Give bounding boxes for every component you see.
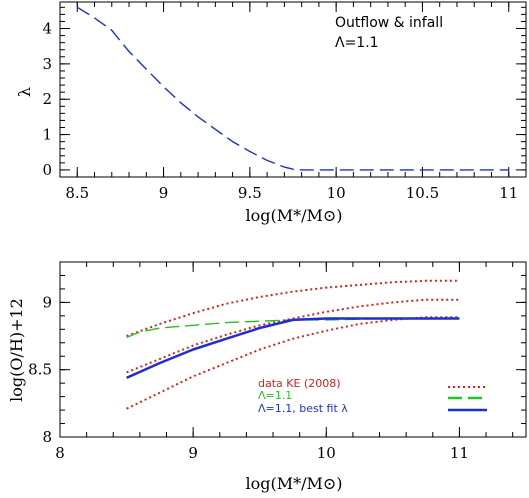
top-ytick-label: 2 xyxy=(42,90,52,108)
top-ticks: 8.5 9 9.5 10 10.5 11 0 1 2 3 4 xyxy=(42,2,527,202)
bottom-ticks: 8 9 10 11 8 8.5 9 xyxy=(28,261,526,462)
bottom-series-line-0 xyxy=(126,279,460,337)
legend-label-bestfit: Λ=1.1, best fit λ xyxy=(258,402,348,415)
top-y-axis-label: λ xyxy=(15,87,34,97)
bottom-series-line-3 xyxy=(126,317,460,339)
top-ytick-label: 1 xyxy=(42,126,52,144)
bottom-x-axis-label: log(M*/M⊙) xyxy=(245,474,342,493)
annotation-line-2: Λ=1.1 xyxy=(335,35,379,51)
top-series xyxy=(76,6,509,171)
bottom-xtick-label: 9 xyxy=(188,444,198,462)
top-xtick-label: 8.5 xyxy=(65,184,89,202)
top-xtick-label: 11 xyxy=(499,184,518,202)
top-xtick-label: 9 xyxy=(159,184,169,202)
top-xtick-label: 10.5 xyxy=(406,184,439,202)
legend-label-lambda: Λ=1.1 xyxy=(258,389,292,402)
bottom-series-line-4 xyxy=(126,317,460,379)
bottom-series-line-2 xyxy=(126,316,460,410)
bottom-plot-frame xyxy=(59,261,527,438)
top-xtick-label: 9.5 xyxy=(238,184,262,202)
metallicity-panel: 8 9 10 11 8 8.5 9 data KE (2008) Λ=1.1 Λ=1.1, … xyxy=(7,261,527,493)
annotation-line-1: Outflow & infall xyxy=(335,15,443,31)
top-ytick-label: 0 xyxy=(42,161,52,179)
bottom-y-axis-label: log(O/H)+12 xyxy=(7,298,26,402)
lambda-panel: 8.5 9 9.5 10 10.5 11 0 1 2 3 4 Outflow & infall Λ=… xyxy=(15,1,527,225)
bottom-ytick-label: 8.5 xyxy=(28,361,52,379)
bottom-ytick-label: 8 xyxy=(42,428,52,446)
top-series-line-0 xyxy=(76,6,509,171)
bottom-xtick-label: 8 xyxy=(55,444,65,462)
top-ytick-label: 4 xyxy=(42,20,52,38)
bottom-ytick-label: 9 xyxy=(42,293,52,311)
top-x-axis-label: log(M*/M⊙) xyxy=(245,206,342,225)
top-xtick-label: 10 xyxy=(327,184,346,202)
top-ytick-label: 3 xyxy=(42,55,52,73)
bottom-xtick-label: 10 xyxy=(317,444,336,462)
bottom-series-line-1 xyxy=(126,298,460,374)
legend: data KE (2008) Λ=1.1 Λ=1.1, best fit λ xyxy=(258,377,487,415)
bottom-xtick-label: 11 xyxy=(450,444,469,462)
top-plot-frame xyxy=(59,1,527,178)
bottom-series xyxy=(126,279,460,410)
legend-label-data: data KE (2008) xyxy=(258,377,341,390)
